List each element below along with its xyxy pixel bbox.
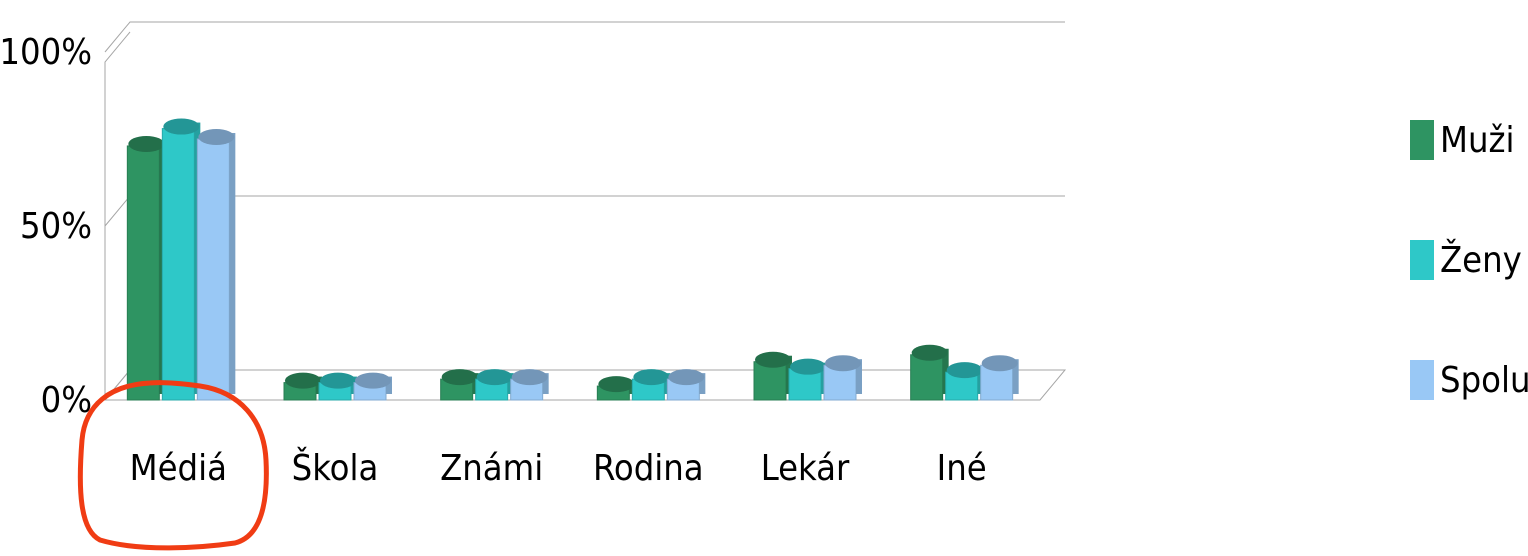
bar bbox=[161, 128, 195, 401]
bar-cap bbox=[476, 369, 513, 386]
bar-cap bbox=[790, 358, 826, 375]
x-tick-label: Škola bbox=[292, 447, 379, 489]
bar-cap bbox=[598, 376, 635, 393]
x-tick-label: Lekár bbox=[761, 448, 850, 489]
bar-side bbox=[229, 133, 236, 394]
legend-swatch bbox=[1410, 240, 1434, 280]
bar-cap bbox=[946, 362, 983, 379]
bar bbox=[126, 145, 160, 401]
legend-swatch bbox=[1410, 360, 1434, 400]
legend-label: Spolu bbox=[1440, 360, 1528, 401]
legend-label: Muži bbox=[1440, 120, 1514, 161]
y-tick-label: 0% bbox=[41, 380, 92, 421]
legend-swatch bbox=[1410, 120, 1434, 160]
bar bbox=[196, 138, 230, 401]
legend-label: Ženy bbox=[1440, 239, 1522, 281]
x-tick-label: Iné bbox=[937, 448, 987, 489]
bar-cap bbox=[441, 369, 478, 386]
bar-side bbox=[699, 373, 706, 394]
bar-side bbox=[386, 376, 392, 394]
grid-line bbox=[104, 195, 1065, 227]
bar-side bbox=[856, 359, 862, 394]
bar-cap bbox=[981, 355, 1018, 372]
bar-cap bbox=[128, 135, 165, 152]
annotation-circle bbox=[77, 380, 269, 551]
bar bbox=[910, 354, 944, 401]
bar-side bbox=[942, 348, 949, 394]
bar-side bbox=[1012, 359, 1019, 394]
left-wall-edge bbox=[104, 31, 131, 400]
bar-cap bbox=[755, 351, 791, 368]
bar-cap bbox=[825, 355, 861, 372]
x-tick-label: Rodina bbox=[593, 448, 704, 489]
bar-cap bbox=[198, 129, 235, 145]
bar-cap bbox=[355, 372, 391, 389]
grid-line bbox=[104, 21, 1065, 53]
y-tick-label: 100% bbox=[0, 32, 92, 73]
bar-cap bbox=[633, 369, 670, 386]
y-tick-label: 50% bbox=[20, 206, 92, 247]
bar-cap bbox=[668, 369, 705, 386]
x-tick-label: Známi bbox=[440, 448, 543, 489]
bar-cap bbox=[320, 372, 356, 389]
bar-cap bbox=[163, 118, 200, 135]
bar-cap bbox=[911, 344, 948, 361]
x-tick-label: Médiá bbox=[130, 448, 227, 489]
bar-cap bbox=[511, 369, 548, 386]
bar-cap bbox=[285, 372, 321, 389]
bar-side bbox=[542, 373, 549, 394]
